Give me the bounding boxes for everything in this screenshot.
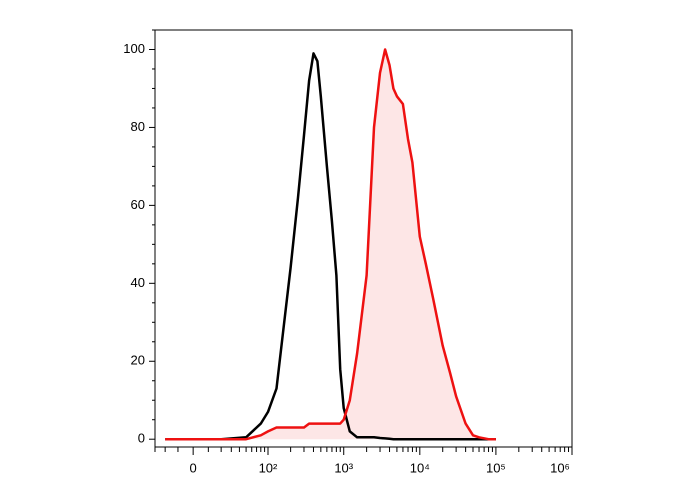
x-tick-label: 10⁴ <box>410 460 430 475</box>
plot-frame <box>154 29 573 448</box>
y-tick-label: 20 <box>131 353 145 368</box>
y-tick-label: 100 <box>123 41 145 56</box>
histogram-line <box>165 48 496 441</box>
histogram-fill <box>165 49 496 440</box>
x-tick-label: 10⁵ <box>486 460 506 475</box>
x-tick-label: 10³ <box>334 460 353 475</box>
y-tick-label: 40 <box>131 275 145 290</box>
y-tick-label: 80 <box>131 119 145 134</box>
x-tick-label: 0 <box>190 460 197 475</box>
histogram-line <box>165 52 496 441</box>
x-tick-label: 10⁶ <box>550 460 570 475</box>
x-tick-label: 10² <box>259 460 278 475</box>
y-tick-label: 60 <box>131 197 145 212</box>
y-tick-label: 0 <box>138 431 145 446</box>
